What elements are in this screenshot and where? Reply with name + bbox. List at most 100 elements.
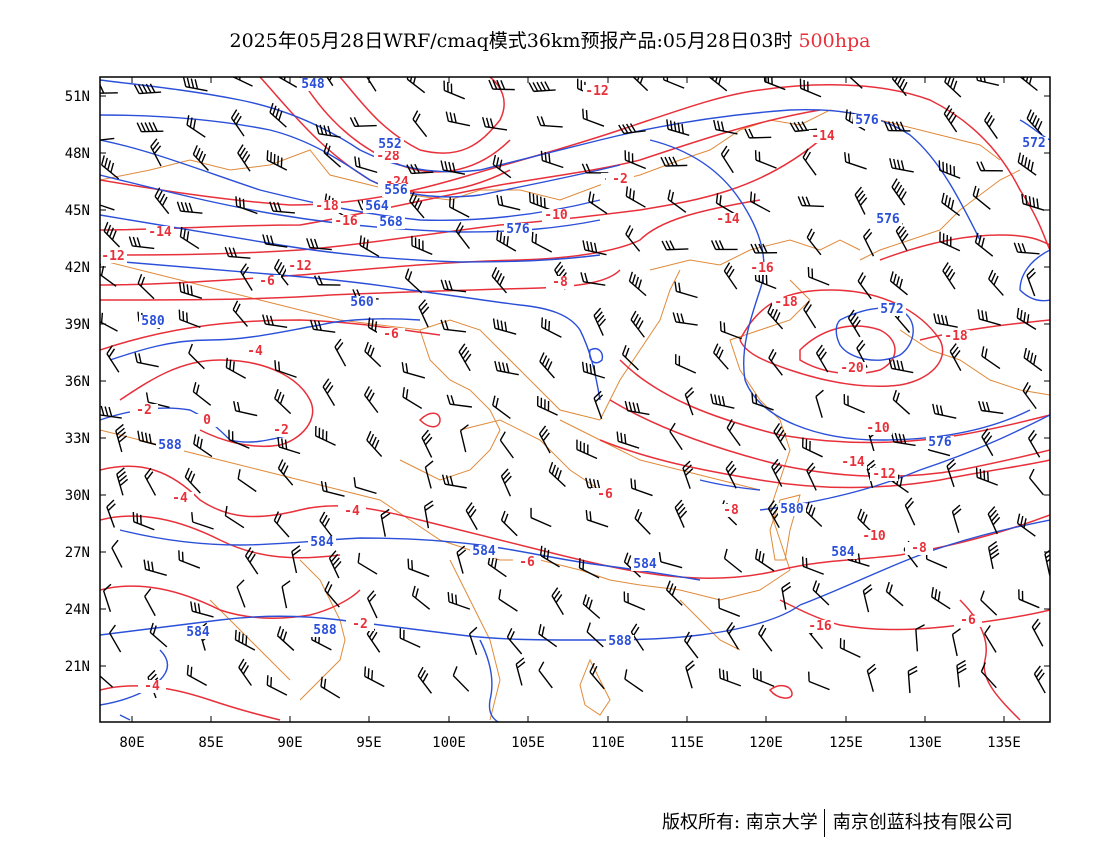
wind-barb	[100, 155, 120, 180]
wind-barb	[589, 662, 605, 690]
geopotential-label: 588	[158, 438, 182, 453]
wind-barb	[981, 346, 1001, 370]
lon-label: 90E	[277, 735, 302, 751]
wind-barb	[269, 201, 295, 214]
temperature-label: -8	[723, 503, 739, 518]
wind-barb	[807, 266, 830, 286]
wind-barb	[771, 458, 783, 487]
wind-barb	[100, 312, 118, 332]
wind-barb	[100, 83, 118, 94]
temperature-label: -6	[383, 327, 399, 342]
wind-barb	[987, 506, 1001, 535]
temperature-label: -16	[808, 619, 832, 634]
wind-barb	[883, 121, 911, 132]
geopotential-label: 568	[379, 215, 403, 230]
wind-barb	[188, 343, 205, 370]
geopotential-label: 556	[384, 183, 408, 198]
wind-barb	[1019, 77, 1038, 92]
lat-label: 27N	[65, 545, 90, 561]
wind-barb	[182, 77, 208, 92]
wind-barb	[536, 115, 563, 128]
wind-barb	[802, 437, 823, 458]
wind-barb	[726, 621, 739, 650]
wind-barb	[539, 352, 555, 379]
wind-barb	[803, 300, 817, 329]
temperature-label: -6	[259, 274, 275, 289]
wind-barb	[625, 225, 641, 252]
geopotential-label: 580	[141, 314, 165, 329]
wind-barb	[763, 77, 786, 91]
temperature-label: -18	[315, 199, 339, 214]
wind-barb	[951, 628, 961, 657]
wind-barb	[802, 148, 817, 176]
wind-barb	[441, 474, 467, 489]
wind-barb	[713, 119, 738, 135]
wind-barb	[548, 461, 566, 487]
wind-barb	[320, 676, 341, 699]
wind-barb	[588, 191, 608, 215]
wind-barb	[980, 590, 998, 616]
temperature-label: -4	[344, 504, 360, 519]
wind-barb	[323, 142, 342, 168]
temperature-label: -12	[101, 249, 124, 264]
wind-barb	[976, 77, 1000, 87]
wind-barb	[100, 405, 122, 419]
wind-barb	[530, 507, 552, 528]
wind-barb	[907, 665, 918, 694]
wind-barb	[538, 661, 553, 689]
wind-barb	[541, 317, 562, 338]
wind-barb	[440, 319, 467, 333]
wind-barb	[178, 309, 201, 328]
wind-barb	[941, 192, 960, 217]
wind-barb	[417, 666, 433, 694]
wind-barb	[889, 158, 914, 173]
temperature-label: -10	[866, 421, 890, 436]
wind-barb	[624, 150, 647, 170]
wind-barb	[984, 625, 997, 653]
wind-barb	[718, 668, 742, 687]
wind-barb	[723, 262, 738, 290]
geopotential-label: 548	[301, 77, 325, 92]
geopotential-label: 572	[880, 302, 903, 317]
wind-barb	[987, 541, 1000, 570]
wind-barb	[683, 631, 699, 659]
geopotential-label: 584	[831, 545, 855, 560]
wind-barb	[445, 111, 471, 127]
wind-barb	[616, 431, 640, 449]
temperature-label: -12	[872, 467, 895, 482]
lon-label: 120E	[749, 735, 783, 751]
wind-barb	[274, 388, 292, 415]
wind-barb	[844, 152, 867, 170]
temperature-label: -12	[585, 84, 608, 99]
wind-barb	[115, 423, 128, 453]
lon-label: 85E	[198, 735, 223, 751]
wind-barb	[585, 509, 609, 528]
wind-barb	[815, 389, 824, 418]
wind-barb	[192, 382, 212, 406]
wind-barb	[366, 590, 378, 619]
wind-barb	[134, 352, 159, 368]
wind-barb	[754, 548, 775, 572]
wind-barb	[806, 462, 817, 491]
map-title: 2025年05月28日WRF/cmaq模式36km预报产品:05月28日03时 5…	[0, 26, 1100, 53]
wind-barb	[496, 194, 521, 211]
wind-barb	[751, 392, 774, 411]
wind-barb	[500, 510, 518, 537]
wind-barb	[277, 77, 298, 88]
wind-barb	[758, 624, 773, 652]
temperature-label: -14	[811, 129, 835, 144]
temperature-label: -14	[716, 212, 740, 227]
wind-barb	[418, 299, 430, 328]
wind-barb	[713, 343, 729, 370]
wind-barb	[176, 201, 203, 214]
wind-barb	[224, 505, 245, 529]
temperature-labels: -12-14-28-24-20-18-16-12-10-12-14-14-12-…	[100, 84, 982, 694]
wind-barb	[230, 109, 245, 137]
wind-barb	[658, 552, 683, 569]
wind-barb	[407, 558, 430, 578]
wind-barb	[812, 580, 830, 606]
wind-barb	[976, 161, 1003, 172]
geopotential-label: 576	[876, 212, 900, 227]
geopotential-label: 560	[350, 295, 374, 310]
wind-barb	[277, 437, 301, 455]
